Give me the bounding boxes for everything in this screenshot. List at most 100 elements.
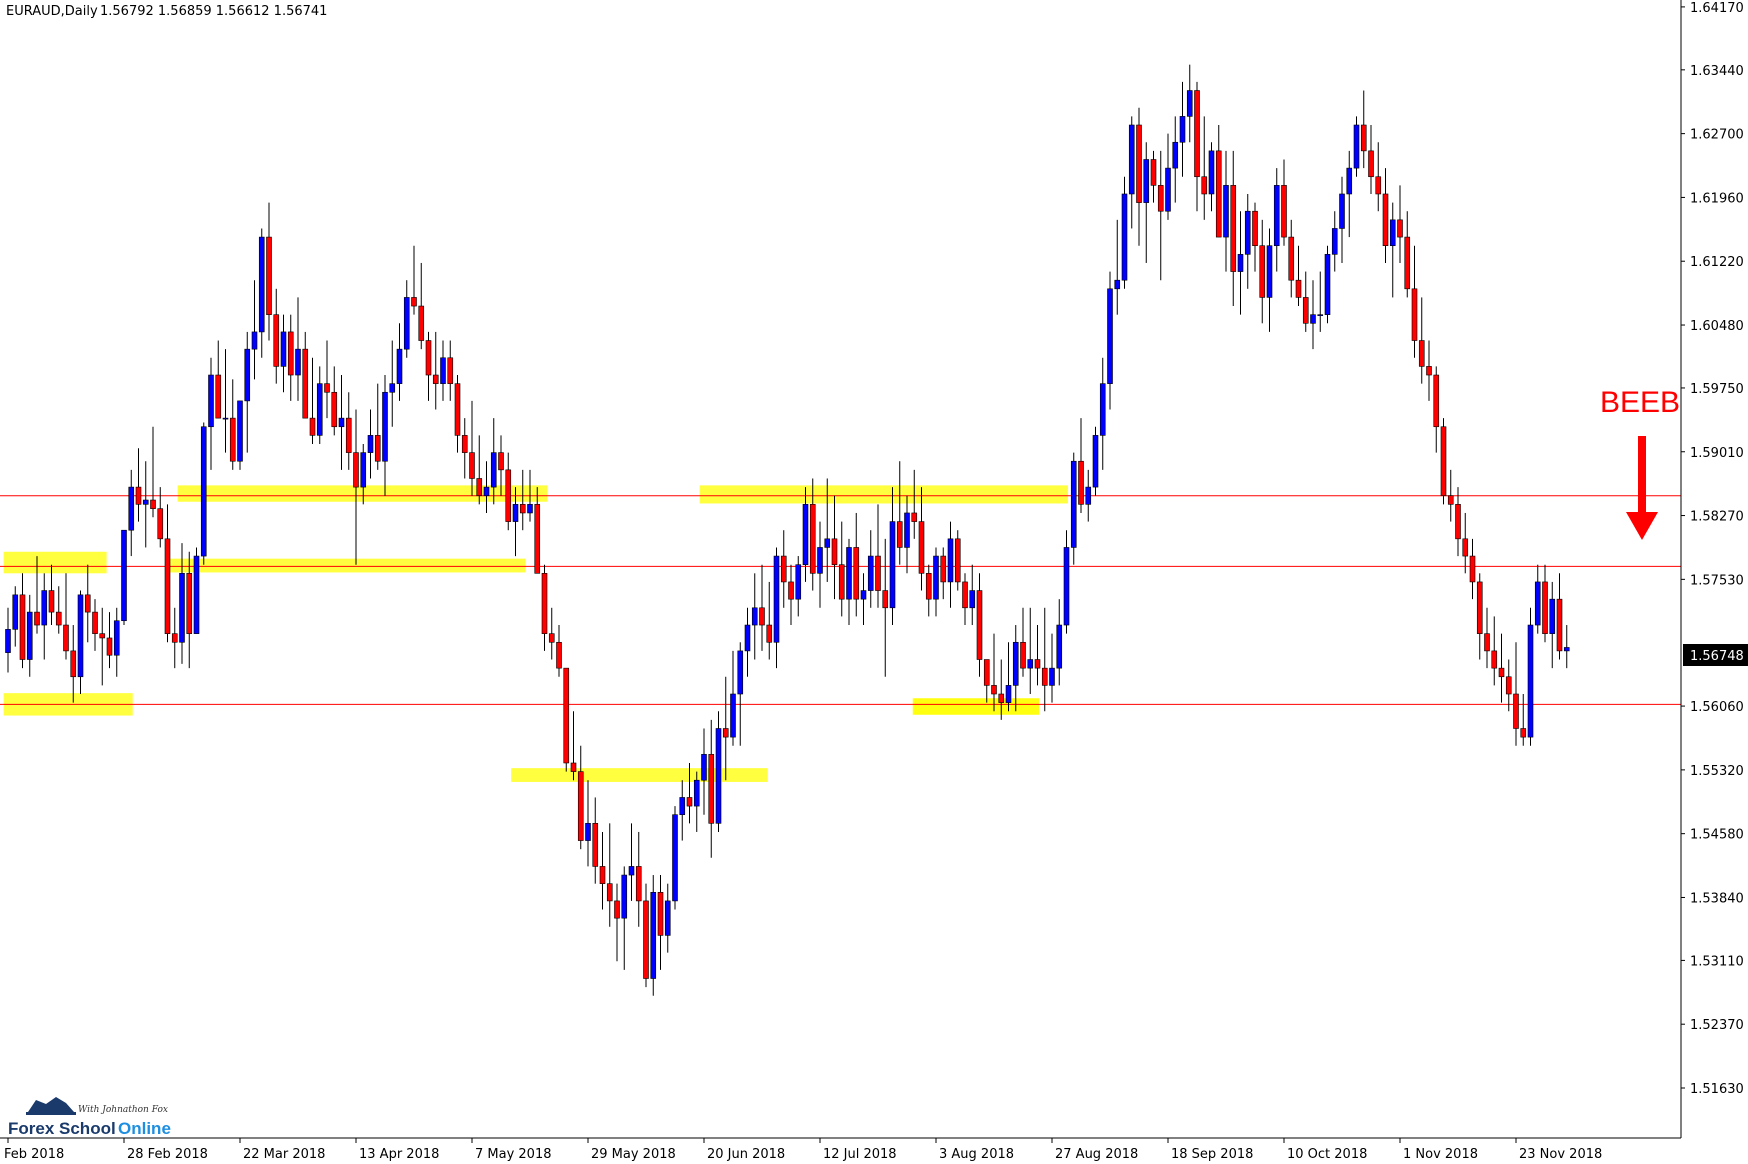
candle-body bbox=[258, 236, 265, 333]
candle-body bbox=[730, 693, 736, 738]
candle-body bbox=[1107, 288, 1113, 384]
candle bbox=[287, 314, 294, 401]
candle bbox=[1549, 581, 1556, 669]
candle bbox=[1440, 418, 1447, 505]
candle-body bbox=[744, 624, 751, 652]
candle bbox=[1020, 607, 1026, 677]
candle-body bbox=[461, 435, 468, 453]
candle bbox=[1433, 366, 1440, 453]
candle bbox=[534, 487, 541, 574]
candle bbox=[860, 573, 867, 626]
candle bbox=[766, 581, 773, 660]
candle-body bbox=[1179, 116, 1186, 143]
price-tick-label: 1.54580 bbox=[1690, 828, 1744, 843]
candle bbox=[882, 538, 889, 677]
candle bbox=[461, 418, 468, 479]
candle-body bbox=[1063, 547, 1070, 626]
candle bbox=[1447, 469, 1454, 522]
price-tick-label: 1.53840 bbox=[1690, 891, 1744, 906]
candle bbox=[1505, 659, 1512, 712]
down-arrow-icon bbox=[1626, 436, 1658, 540]
candle-body bbox=[367, 435, 374, 453]
candle-body bbox=[1049, 667, 1055, 686]
candle-body bbox=[1223, 185, 1229, 238]
candle bbox=[1244, 193, 1251, 289]
candle bbox=[614, 883, 620, 962]
candle-body bbox=[338, 417, 345, 428]
candle-body bbox=[1368, 150, 1374, 178]
candle-body bbox=[490, 452, 497, 488]
candle bbox=[1085, 469, 1092, 522]
candle-body bbox=[846, 547, 852, 600]
candle bbox=[722, 676, 729, 781]
candle-body bbox=[1563, 647, 1570, 652]
candle bbox=[1339, 176, 1345, 263]
price-axis[interactable]: 1.64170 1.63440 1.62700 1.61960 1.61220 1.604… bbox=[1681, 1, 1744, 1097]
candle bbox=[389, 340, 396, 427]
candle-body bbox=[1331, 228, 1338, 255]
price-tick-label: 1.56060 bbox=[1690, 700, 1744, 715]
candle bbox=[418, 262, 425, 350]
time-axis[interactable]: Feb 2018 28 Feb 2018 22 Mar 2018 13 Apr 201… bbox=[4, 1138, 1602, 1162]
candle-body bbox=[251, 331, 258, 350]
candle bbox=[70, 625, 77, 703]
candle-body bbox=[1005, 685, 1012, 703]
candle bbox=[309, 357, 316, 444]
candle bbox=[940, 547, 947, 600]
candle-body bbox=[860, 590, 867, 600]
candle-body bbox=[766, 624, 773, 643]
candle bbox=[150, 426, 156, 518]
candle bbox=[1353, 116, 1360, 177]
candle-body bbox=[331, 391, 338, 428]
candle bbox=[824, 478, 831, 582]
candle bbox=[548, 607, 555, 660]
candle bbox=[490, 418, 497, 505]
candle bbox=[1498, 633, 1505, 703]
time-tick-label: 1 Nov 2018 bbox=[1403, 1147, 1478, 1162]
candle-body bbox=[353, 452, 359, 488]
brand-logo: With Johnathon Fox Forex School Online bbox=[8, 1097, 171, 1138]
candle-body bbox=[1324, 254, 1331, 315]
candle-body bbox=[121, 529, 127, 622]
candle bbox=[77, 590, 84, 695]
candle-body bbox=[1136, 124, 1142, 203]
candle-body bbox=[889, 521, 896, 609]
candle-body bbox=[701, 754, 707, 781]
candle-body bbox=[1244, 210, 1251, 255]
candle-body bbox=[92, 611, 98, 634]
candle-body bbox=[440, 357, 446, 384]
candle bbox=[1034, 625, 1041, 686]
candle-body bbox=[882, 590, 889, 609]
candle bbox=[693, 771, 700, 832]
candle bbox=[1165, 133, 1171, 220]
candle-body bbox=[947, 538, 954, 583]
candle-body bbox=[824, 538, 831, 548]
candle-body bbox=[838, 564, 845, 600]
candle bbox=[55, 586, 62, 634]
candle-body bbox=[476, 478, 483, 497]
candle-body bbox=[1143, 159, 1150, 203]
candle bbox=[643, 883, 649, 988]
time-tick-label: 18 Sep 2018 bbox=[1171, 1147, 1253, 1162]
price-tick-label: 1.60480 bbox=[1690, 319, 1744, 334]
candle-body bbox=[809, 504, 816, 574]
candle bbox=[1288, 219, 1295, 298]
candle bbox=[1462, 512, 1469, 574]
candle-body bbox=[403, 297, 410, 350]
candle-body bbox=[1505, 676, 1512, 695]
candle bbox=[679, 780, 686, 841]
candle-body bbox=[672, 814, 678, 902]
candle-body bbox=[759, 607, 765, 626]
candle bbox=[142, 461, 149, 548]
candle-body bbox=[1310, 314, 1316, 324]
candle bbox=[527, 469, 533, 522]
candle-body bbox=[541, 573, 548, 634]
candle bbox=[1150, 150, 1157, 203]
candle-body bbox=[1527, 624, 1534, 738]
candle-body bbox=[128, 486, 135, 531]
candle bbox=[353, 409, 359, 565]
zone-0 bbox=[3, 551, 107, 574]
price-tick-label: 1.51630 bbox=[1690, 1082, 1744, 1097]
candle bbox=[1375, 142, 1382, 212]
